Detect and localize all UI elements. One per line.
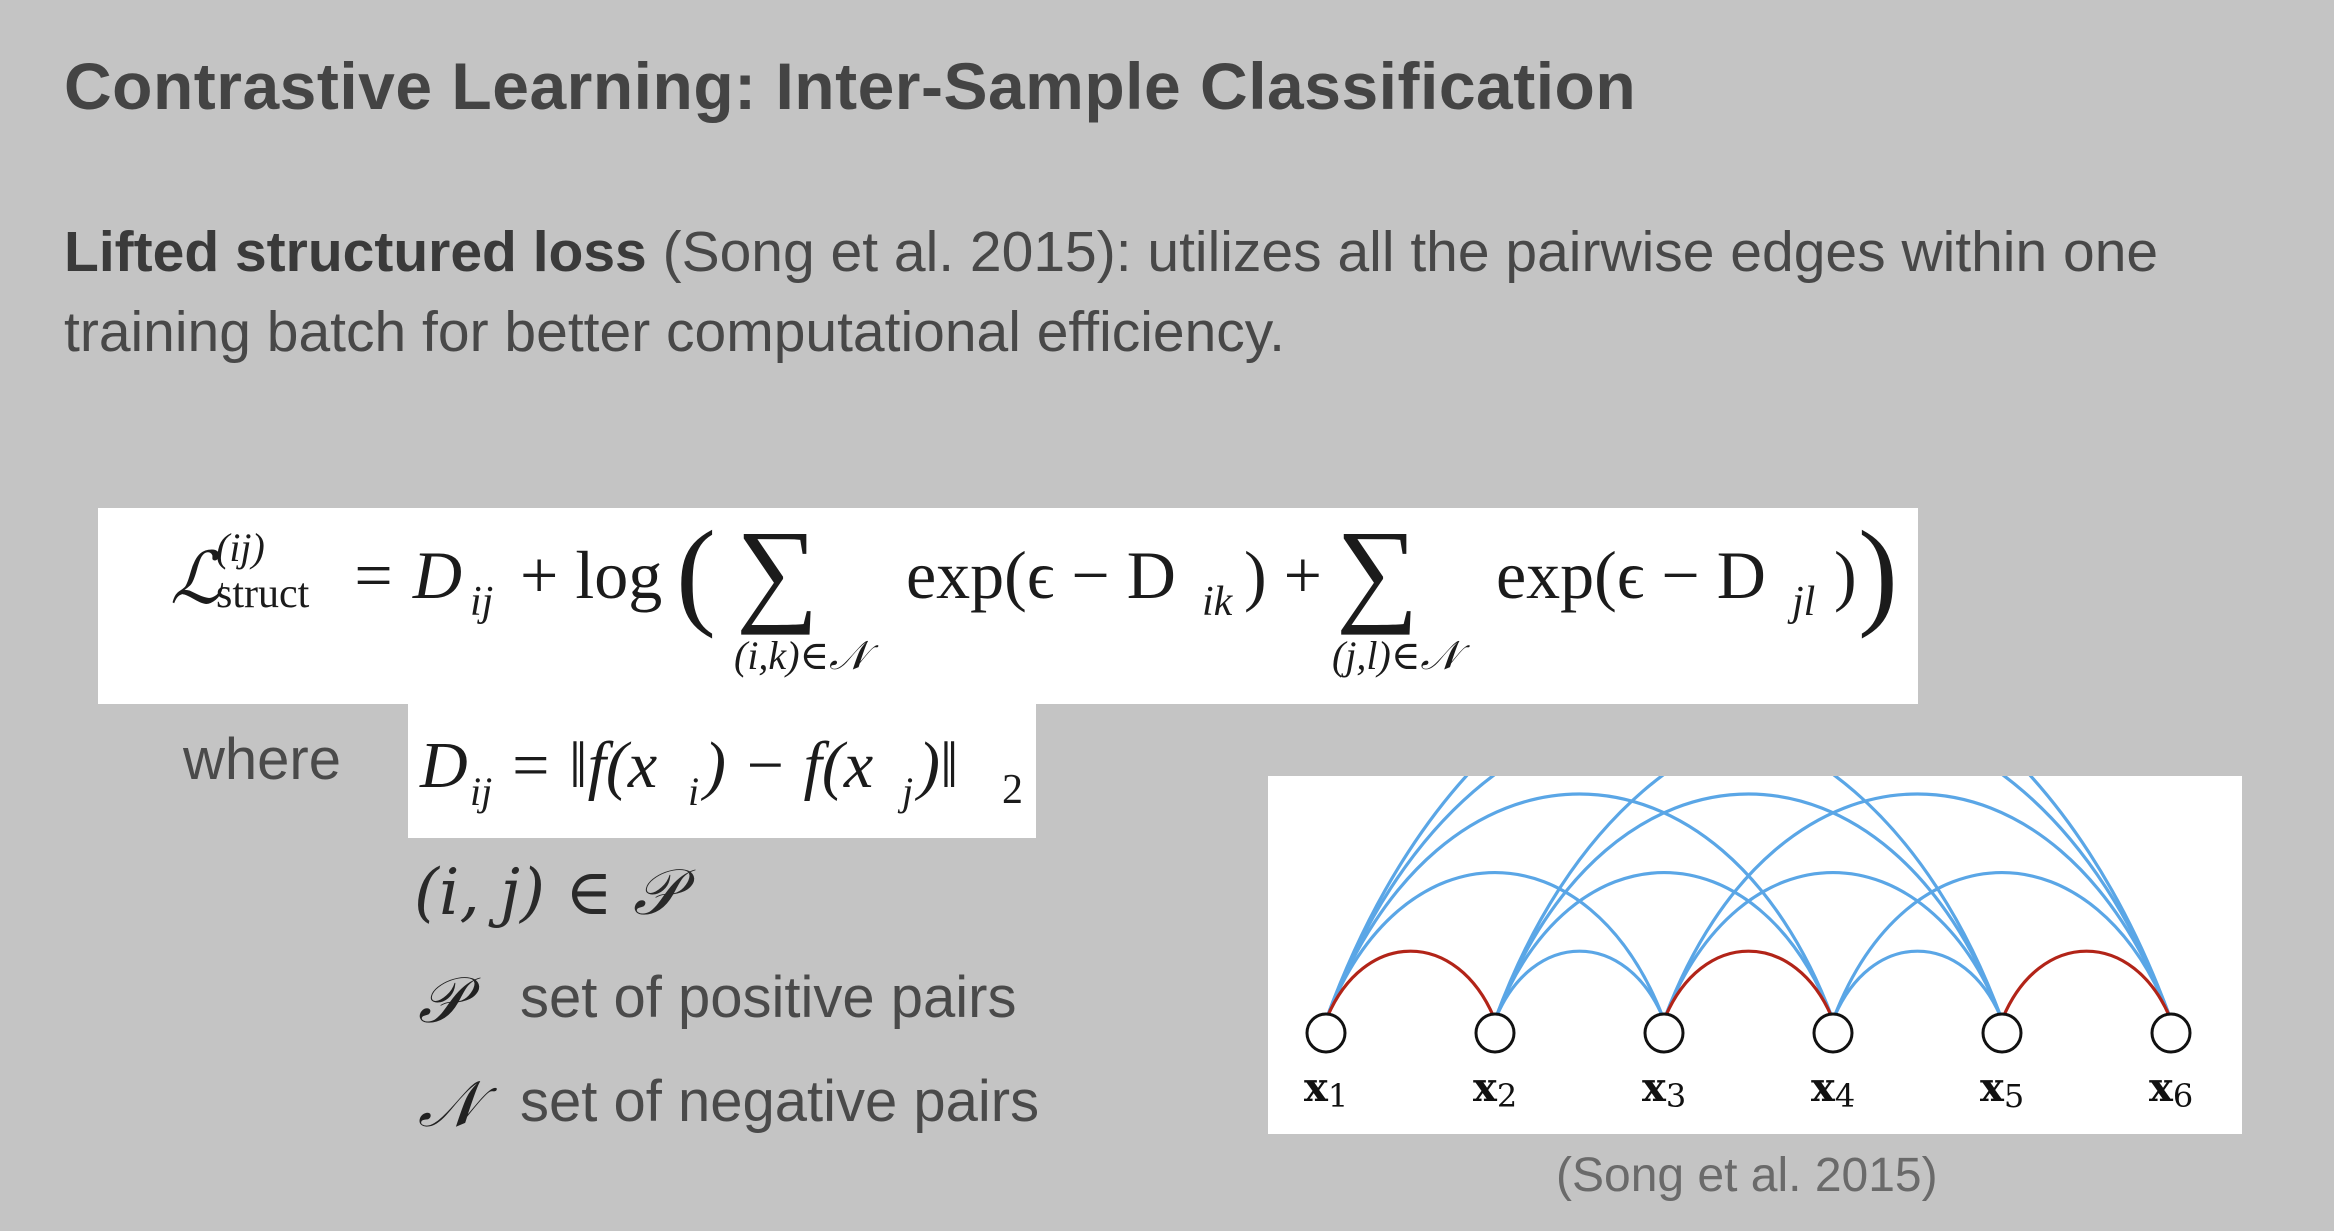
- negative-edge-2-4: [1493, 871, 1835, 1021]
- dij-norm-subscript: 2: [1002, 767, 1023, 813]
- positive-edge-1-2: [1324, 949, 1497, 1021]
- dij-rhs-b: ) − f(x: [704, 729, 874, 802]
- negative-edge-2-5: [1493, 792, 2004, 1021]
- formula-close-paren: ): [1858, 506, 1898, 639]
- slide-title: Contrastive Learning: Inter-Sample Class…: [64, 49, 1637, 123]
- distance-definition: D ij = ‖f(x i ) − f(x j )‖ 2: [408, 704, 1036, 838]
- term-1-close: ) +: [1244, 537, 1322, 613]
- sum-symbol-1: ∑: [736, 508, 819, 636]
- dij-lhs-subscript: ij: [470, 769, 493, 814]
- node-label-5: x5: [1980, 1064, 2024, 1115]
- node-3: [1643, 1012, 1685, 1054]
- sum-symbol-2: ∑: [1336, 508, 1419, 636]
- pair-membership: (i, j) ∈ 𝒫: [414, 856, 680, 930]
- node-label-3: x3: [1642, 1064, 1686, 1115]
- node-5: [1981, 1012, 2023, 1054]
- edges-diagram: x1 x2 x3 x4 x5 x6: [1304, 635, 2193, 1115]
- term-1-subscript: ik: [1202, 579, 1233, 625]
- dij-rhs-c: )‖: [918, 729, 959, 802]
- node-label-4: x4: [1811, 1064, 1855, 1115]
- formula-open-paren: (: [676, 506, 716, 639]
- node-label-1: x1: [1304, 1064, 1348, 1115]
- negative-edge-1-4: [1324, 792, 1835, 1021]
- formula-lhs: ℒ: [170, 539, 222, 619]
- lifted-loss-formula: ℒ (ij) struct = D ij + log ( ∑ (i,k)∈𝒩 e…: [98, 506, 1918, 704]
- term-2-subscript: jl: [1792, 579, 1816, 625]
- dij-subscript-i: i: [688, 769, 700, 814]
- positive-edge-3-4: [1662, 949, 1835, 1021]
- formula-lhs-subscript: struct: [216, 571, 310, 617]
- figure-caption: (Song et al. 2015): [1556, 1149, 1938, 1202]
- sum-1-subscript: (i,k)∈𝒩: [734, 633, 868, 678]
- formula-dij-subscript: ij: [470, 579, 494, 625]
- term-2: exp(ϵ − D: [1496, 537, 1766, 613]
- where-label: where: [183, 727, 341, 792]
- positive-set-symbol: 𝒫: [418, 964, 465, 1038]
- formula-dij: = D: [350, 537, 462, 613]
- negative-edge-2-3: [1493, 949, 1666, 1021]
- node-label-2: x2: [1473, 1064, 1517, 1115]
- node-label-6: x6: [2149, 1064, 2193, 1115]
- term-2-close: ): [1834, 537, 1857, 613]
- dij-rhs-a: = ‖f(x: [508, 729, 658, 802]
- negative-set-label: set of negative pairs: [520, 1069, 1040, 1134]
- pairwise-edges-figure: x1 x2 x3 x4 x5 x6: [1268, 635, 2242, 1134]
- positive-set-label: set of positive pairs: [520, 965, 1017, 1030]
- node-6: [2150, 1012, 2192, 1054]
- intro-text: (Song et al. 2015): utilizes all the pai…: [64, 220, 2159, 364]
- negative-set-symbol: 𝒩: [418, 1068, 480, 1142]
- sum-2-subscript: (j,l)∈𝒩: [1332, 633, 1459, 678]
- intro-paragraph: Lifted structured loss (Song et al. 2015…: [64, 212, 2214, 372]
- negative-edge-3-5: [1662, 871, 2004, 1021]
- formula-plus-log: + log: [520, 537, 663, 613]
- dij-lhs: D: [420, 729, 468, 802]
- formula-lhs-superscript: (ij): [216, 525, 265, 570]
- negative-edge-4-5: [1831, 949, 2004, 1021]
- dij-subscript-j: j: [902, 769, 914, 814]
- term-1: exp(ϵ − D: [906, 537, 1176, 613]
- negative-edge-1-3: [1324, 871, 1666, 1021]
- node-4: [1812, 1012, 1854, 1054]
- negative-edge-4-6: [1831, 871, 2173, 1021]
- negative-edge-3-6: [1662, 792, 2173, 1021]
- intro-bold-term: Lifted structured loss: [64, 220, 647, 284]
- node-1: [1305, 1012, 1347, 1054]
- node-2: [1474, 1012, 1516, 1054]
- positive-edge-5-6: [2000, 949, 2173, 1021]
